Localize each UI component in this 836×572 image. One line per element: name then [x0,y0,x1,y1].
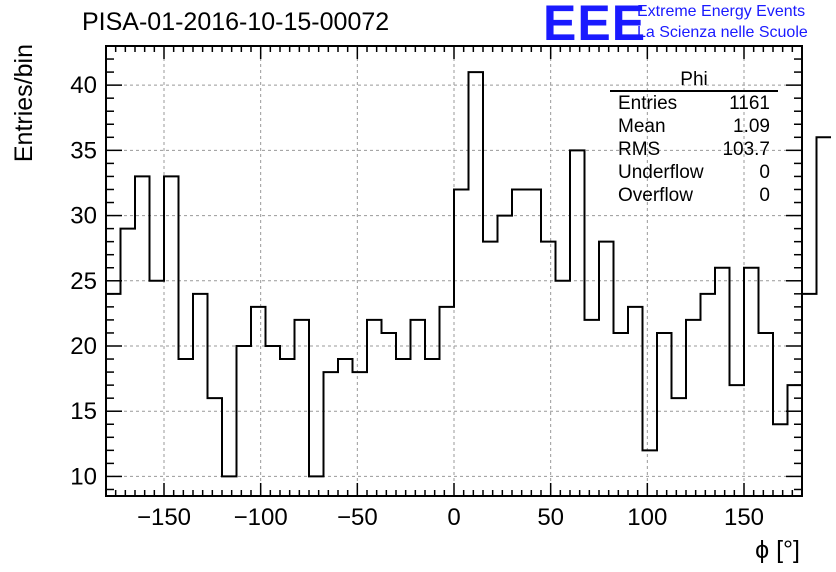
histogram-bin [193,294,208,496]
x-tick-label: −100 [234,504,288,531]
plot-frame [105,45,803,497]
histogram-bin [672,398,687,496]
x-tick-label: −50 [337,504,378,531]
histogram-bin [411,320,426,496]
histogram-bin [106,294,121,496]
histogram-bin [599,242,614,496]
histogram-bin [266,346,281,496]
y-tick-label: 35 [70,137,97,164]
stats-row-rms: RMS 103.7 [610,138,778,161]
histogram-bin [686,320,701,496]
histogram-bin [585,320,600,496]
stats-label: Entries [618,93,678,114]
histogram-bin [237,346,252,496]
histogram-bin [222,476,237,496]
histogram-bin [179,359,194,496]
histogram-bin [759,333,774,496]
histogram-bin [309,476,324,496]
stats-label: Mean [618,116,666,137]
y-axis-label: Entries/bin [10,44,38,162]
stats-row-overflow: Overflow 0 [610,184,778,207]
histogram-bin [382,333,397,496]
histogram-bin [440,307,455,496]
axis-tick-labels: −150 −100 −50 0 50 100 150 10 15 20 25 30 35 40 [70,72,764,531]
stats-row-mean: Mean 1.09 [610,115,778,138]
histogram-bin [121,229,136,496]
histogram-series [106,71,832,496]
page-title: PISA-01-2016-10-15-00072 [82,8,390,36]
x-tick-label: −150 [137,504,191,531]
histogram-bin [570,150,585,496]
histogram-bin [701,294,716,496]
histogram-bin [817,137,832,496]
stats-label: Underflow [618,162,704,183]
stats-label: RMS [618,139,661,160]
histogram-bin [396,359,411,496]
histogram-bin [556,281,571,496]
y-tick-label: 10 [70,463,97,490]
histogram-step-line [106,71,831,478]
y-tick-label: 40 [70,72,97,99]
stats-value: 1161 [729,93,770,114]
stats-value: 1.09 [733,116,770,137]
histogram-bin [715,268,730,496]
histogram-bin [744,268,759,496]
histogram-bin [643,450,658,496]
histogram-bin [295,320,310,496]
histogram-bin [164,176,179,496]
histogram-bin [541,242,556,496]
x-tick-label: 150 [724,504,764,531]
x-tick-label: 50 [537,504,564,531]
histogram-bin [527,189,542,496]
stats-box: Phi Entries 1161 Mean 1.09 RMS 103.7 Und… [610,70,778,207]
stats-value: 0 [759,185,770,206]
histogram-bin [483,242,498,496]
histogram-bin [135,176,150,496]
logo-line-2: La Scienza nelle Scuole [637,24,808,41]
y-tick-label: 30 [70,203,97,230]
stats-value: 103.7 [722,139,770,160]
histogram-bin [251,307,266,496]
y-tick-label: 15 [70,398,97,425]
y-tick-label: 25 [70,268,97,295]
histogram-bin [338,359,353,496]
histogram-bin [802,294,817,496]
eee-logo: EEE Extreme Energy Events La Scienza nel… [543,0,833,51]
histogram-bin [280,359,295,496]
histogram-bin [208,398,223,496]
stats-value: 0 [759,162,770,183]
histogram-bin [512,189,527,496]
histogram-bin [425,359,440,496]
logo-line-1: Extreme Energy Events [637,3,806,20]
histogram-bin [150,281,165,496]
x-tick-label: 0 [447,504,460,531]
histogram-bin [657,333,672,496]
histogram-bin [454,189,469,496]
y-tick-label: 20 [70,333,97,360]
histogram-bin [353,372,368,496]
stats-row-entries: Entries 1161 [610,92,778,115]
stats-header: Phi [610,70,778,92]
x-axis-label: ϕ [°] [755,536,800,564]
histogram-bin [324,372,339,496]
stats-label: Overflow [618,185,693,206]
histogram-bin [628,307,643,496]
histogram-bin [498,216,513,496]
histogram-bin [614,333,629,496]
histogram-bin [773,424,788,496]
x-tick-label: 100 [627,504,667,531]
histogram-bin [730,385,745,496]
eee-logo-mark: EEE [543,0,647,51]
histogram-bin [469,72,484,496]
histogram-bin [367,320,382,496]
stats-row-underflow: Underflow 0 [610,161,778,184]
histogram-bin [788,385,803,496]
